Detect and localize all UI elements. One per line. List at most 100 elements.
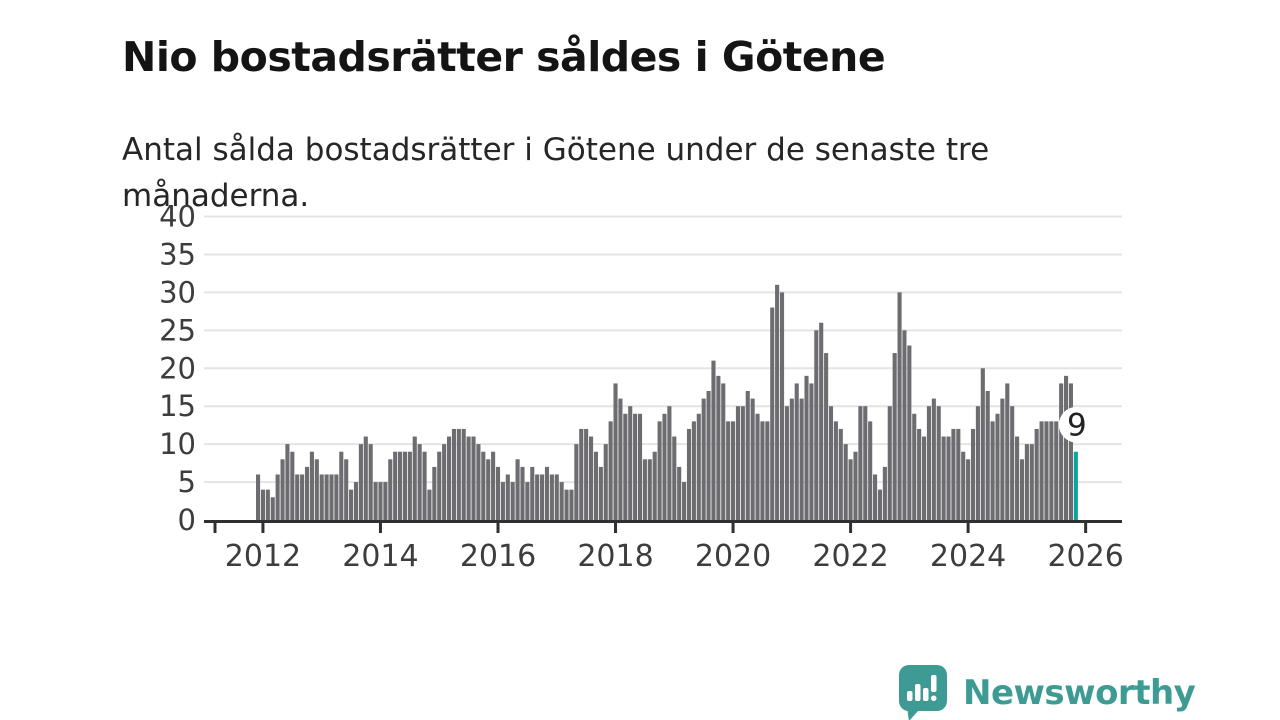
bar [897,292,902,521]
bar [402,451,408,520]
y-axis-label: 10 [159,427,196,461]
bar [373,482,378,520]
bar [491,451,496,520]
bar [716,375,721,520]
bar [779,292,785,521]
bar [1015,436,1020,520]
bar [1034,428,1039,520]
bar [975,406,980,520]
bar [1054,421,1059,520]
bar [437,451,442,520]
bar [848,459,853,520]
bar [701,398,706,520]
bar [334,474,339,521]
bar [858,406,863,520]
bar [970,428,976,520]
bar [344,459,349,520]
bar [770,307,775,520]
bar [319,474,324,521]
bar [1005,383,1010,520]
bar [1049,421,1054,520]
bar [750,398,755,520]
bar [726,421,731,520]
highlight-bar [1073,451,1078,520]
bar [500,482,505,520]
bar [745,391,750,520]
bar [530,466,535,520]
bar [554,474,559,521]
bar [647,459,652,520]
bar [1059,383,1064,520]
y-axis-label: 0 [178,503,196,537]
bar [412,436,417,520]
bar [917,428,922,520]
bar [843,444,848,521]
bar [598,466,603,520]
bar [265,489,270,520]
bar [304,466,310,520]
bar [672,436,677,520]
bar [799,398,804,520]
bar [711,360,716,520]
bar [393,451,398,520]
bar [476,444,481,521]
bar [358,444,363,521]
bar [809,383,814,520]
x-axis-label: 2020 [695,539,771,574]
bar [461,428,466,520]
bar [706,391,711,520]
bar [407,451,412,520]
bar [486,459,491,520]
bar [1010,406,1015,520]
bar [1024,444,1029,521]
y-axis-label: 35 [159,237,196,271]
y-axis-label: 30 [159,275,196,309]
bar [383,482,388,520]
bar [442,444,447,521]
bar [1064,375,1069,520]
bar [868,421,873,520]
bar [510,482,515,520]
bar [569,489,574,520]
bar [388,459,393,520]
chart-title: Nio bostadsrätter såldes i Götene [122,33,886,82]
bar [349,489,354,520]
bar [603,444,608,521]
bar [657,421,662,520]
bar [275,474,280,521]
bar [1068,383,1073,520]
x-axis-label: 2026 [1047,539,1123,574]
bar [456,428,461,520]
bar [285,444,290,521]
bar [417,444,422,521]
bar [1039,421,1044,520]
bar [892,353,897,520]
bar [696,413,701,520]
bar [838,428,843,520]
x-axis-label: 2016 [460,539,536,574]
bar [280,459,285,520]
x-axis-label: 2022 [812,539,888,574]
bar [853,451,858,520]
bar [980,368,985,520]
bar [481,451,486,520]
last-value-label: 9 [1067,408,1087,444]
bar [682,482,687,520]
newsworthy-logo-text: Newsworthy [963,673,1196,713]
bar [652,451,657,520]
bar [505,474,510,521]
bar [686,428,692,520]
bar [819,322,824,521]
bar [544,466,550,520]
bar [931,398,936,520]
bar [495,466,501,520]
bar [378,482,383,520]
bar [608,421,613,520]
bar [941,436,946,520]
bar [760,421,765,520]
bar [535,474,540,521]
bar [735,406,741,520]
y-axis-label: 20 [159,351,196,385]
x-axis-label: 2012 [225,539,301,574]
